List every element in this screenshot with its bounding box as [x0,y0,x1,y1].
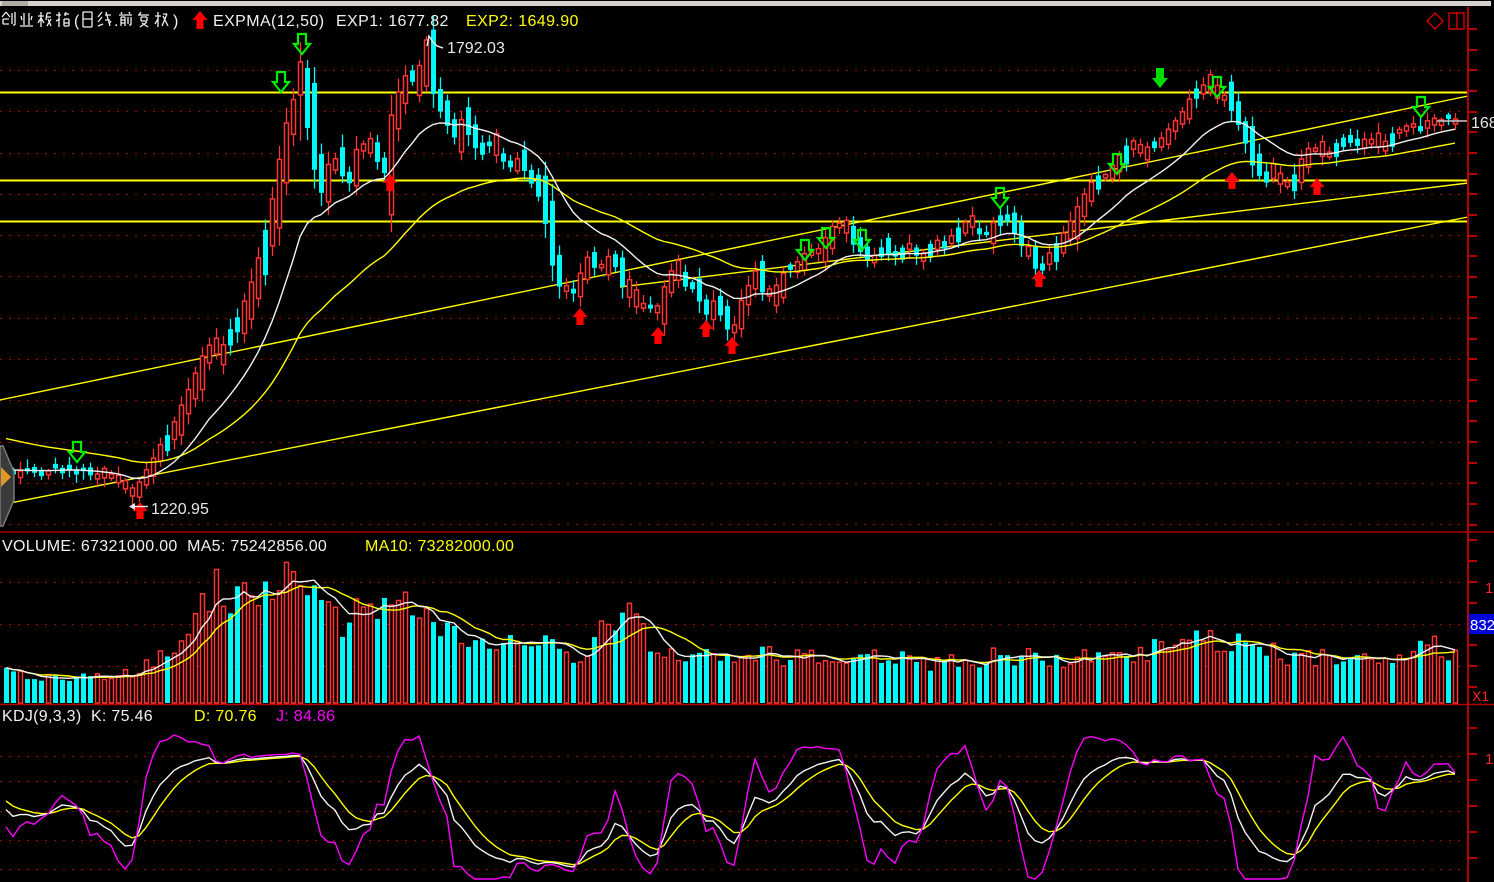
svg-text:1220.95: 1220.95 [151,501,209,518]
svg-text:J: 84.86: J: 84.86 [276,708,335,725]
svg-text:EXPMA(12,50): EXPMA(12,50) [213,13,325,30]
svg-text:KDJ(9,3,3) K: 75.46: KDJ(9,3,3) K: 75.46 [2,708,153,725]
svg-text:EXP2: 1649.90: EXP2: 1649.90 [466,13,579,30]
svg-text:.: . [114,13,118,30]
svg-text:): ) [173,13,178,30]
svg-text:D: 70.76: D: 70.76 [194,708,257,725]
svg-text:1: 1 [1485,580,1493,597]
svg-text:EXP1: 1677.82: EXP1: 1677.82 [336,13,449,30]
svg-text:1792.03: 1792.03 [447,40,505,57]
svg-text:1: 1 [1485,751,1493,768]
svg-text:VOLUME: 67321000.00 MA5: 7524: VOLUME: 67321000.00 MA5: 75242856.00 [2,538,327,555]
svg-text:832: 832 [1470,617,1494,634]
svg-text:1685.93: 1685.93 [1471,115,1494,132]
svg-text:(: ( [74,13,80,30]
svg-text:X1: X1 [1472,688,1489,704]
svg-text:MA10: 73282000.00: MA10: 73282000.00 [365,538,514,555]
